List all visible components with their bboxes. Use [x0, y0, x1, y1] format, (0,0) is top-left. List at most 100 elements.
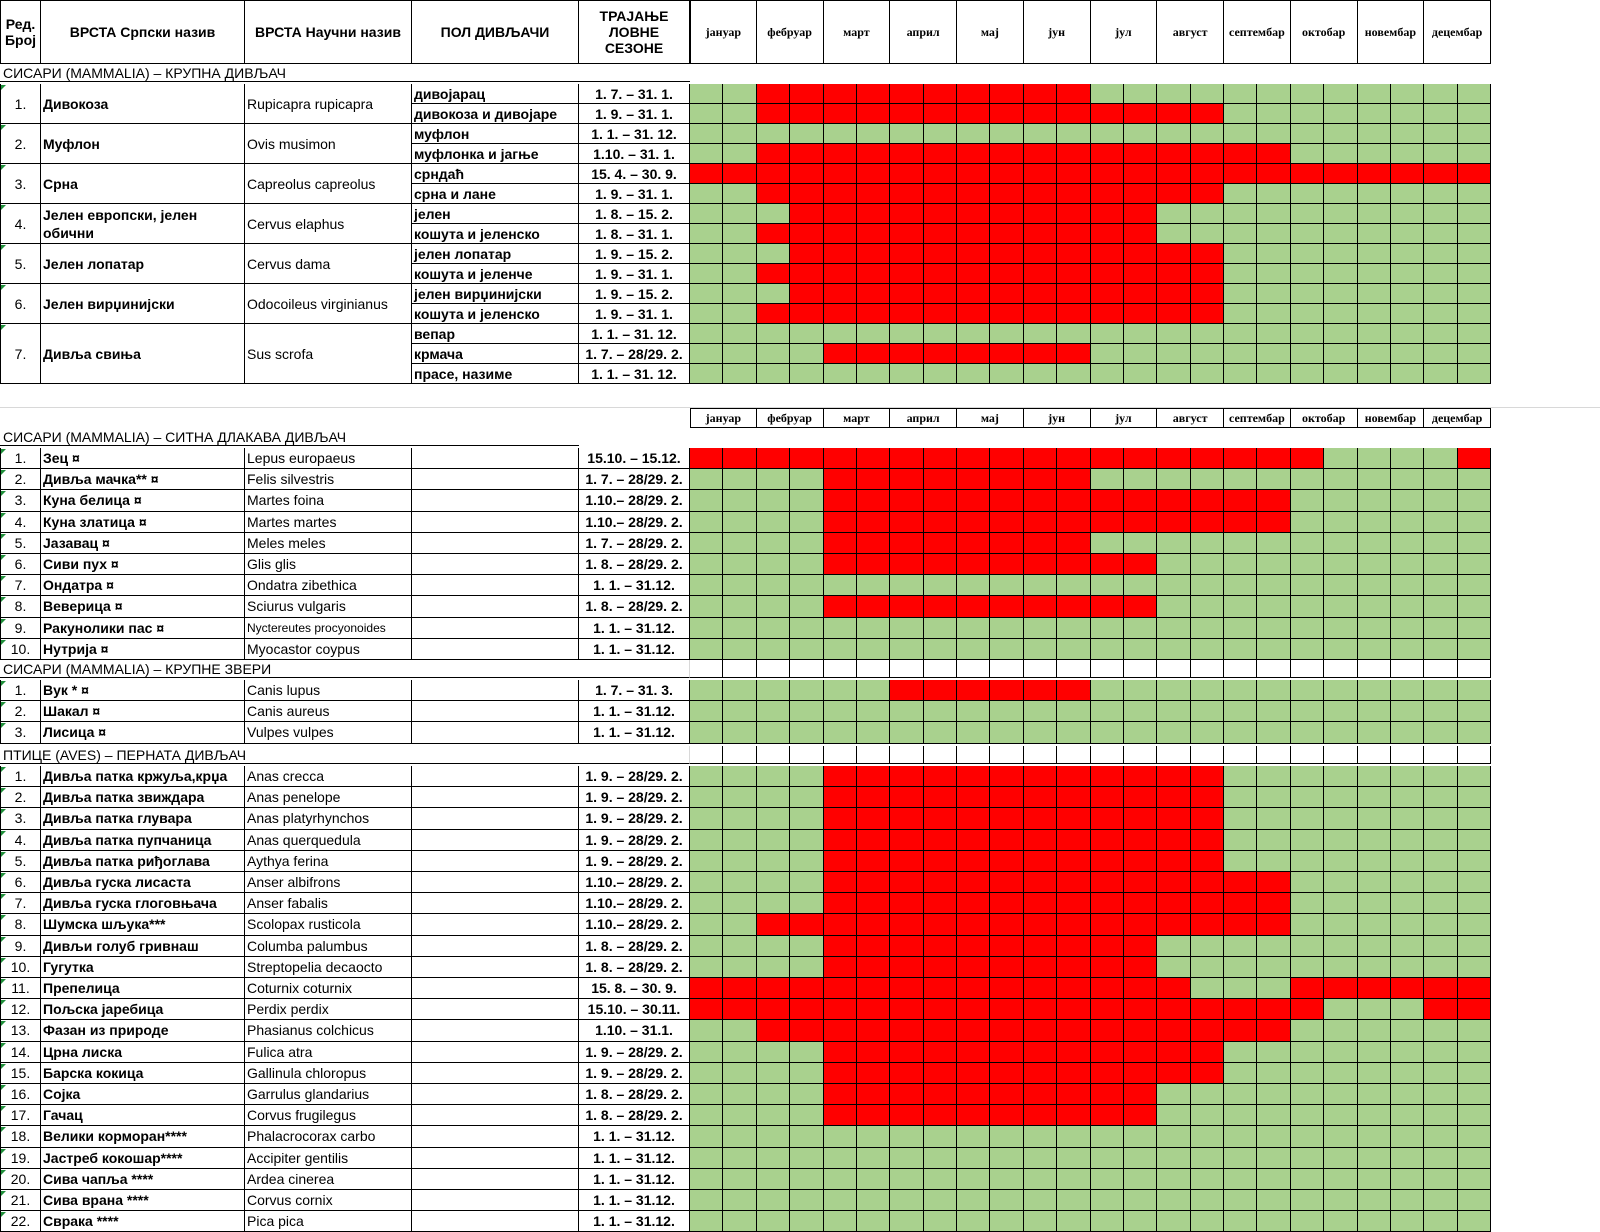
species-2-6-sex-1	[412, 554, 579, 576]
species-4-16-sci-text: Garrulus glandarius	[247, 1086, 370, 1103]
species-2-2-sci: Felis silvestris	[245, 469, 412, 491]
species-4-6-row-1-half-month-10	[990, 872, 1024, 894]
species-1-7-sex-3-text: прасе, назиме	[414, 365, 513, 382]
species-1-6-row-2-half-month-9	[957, 304, 991, 324]
species-4-10-row-1-half-month-24	[1457, 956, 1491, 978]
species-4-9-row-1-half-month-2	[723, 935, 757, 957]
species-4-2-row-1-half-month-20	[1324, 787, 1358, 809]
species-4-18-num: 18.	[0, 1126, 41, 1148]
month-header-6-text: јун	[1048, 411, 1066, 425]
species-4-3-sci: Anas platyrhynchos	[245, 808, 412, 830]
species-4-5-row-1-half-month-10	[990, 850, 1024, 872]
species-4-2-row-1-half-month-12	[1057, 787, 1091, 809]
species-3-3-row-1-half-month-2	[723, 722, 757, 744]
species-2-6-row-1-half-month-11	[1023, 554, 1058, 576]
species-1-6-row-1-half-month-9	[957, 284, 991, 304]
species-4-13-row-1-half-month-14	[1123, 1020, 1158, 1042]
species-2-5-row-1-half-month-14	[1123, 532, 1158, 554]
species-1-6-row-2-half-month-12	[1057, 304, 1091, 324]
species-4-4-row-1-half-month-13	[1090, 829, 1124, 851]
species-1-7-num-text: 7.	[14, 345, 27, 362]
species-4-6-row-1-half-month-5	[823, 872, 857, 894]
species-2-1-row-1-half-month-24	[1457, 448, 1491, 470]
species-4-14-row-1-half-month-18	[1257, 1041, 1291, 1063]
species-4-3-row-1-half-month-20	[1324, 808, 1358, 830]
species-4-17-row-1-half-month-2	[723, 1105, 757, 1127]
species-1-7-row-3-half-month-18	[1257, 364, 1291, 384]
species-2-9-row-1-half-month-2	[723, 617, 757, 639]
species-4-17-row-1-half-month-1	[690, 1105, 724, 1127]
species-4-4-row-1-half-month-2	[723, 829, 757, 851]
cell-comment-marker	[1, 1127, 6, 1133]
species-4-8-name-text: Шумска шљука***	[43, 916, 166, 933]
species-4-12-row-1-half-month-15	[1157, 999, 1191, 1021]
species-1-7-row-2-half-month-8	[923, 344, 957, 364]
section-3-gap-half-month-12	[1057, 660, 1091, 678]
species-2-7-row-1-half-month-19	[1290, 575, 1325, 597]
species-1-2-row-2-half-month-24	[1457, 144, 1491, 164]
species-1-2-row-2-half-month-20	[1324, 144, 1358, 164]
species-1-7-row-2-half-month-5	[823, 344, 857, 364]
species-4-22-row-1-half-month-8	[923, 1211, 957, 1232]
species-4-17-row-1-half-month-14	[1123, 1105, 1158, 1127]
species-4-10-row-1-half-month-15	[1157, 956, 1191, 978]
species-1-3-row-2-half-month-22	[1390, 184, 1425, 204]
species-4-17-row-1-half-month-18	[1257, 1105, 1291, 1127]
species-4-9-row-1-half-month-4	[790, 935, 824, 957]
species-3-3-name: Лисица ¤	[41, 722, 245, 744]
species-1-1-row-1-half-month-23	[1424, 84, 1458, 104]
species-4-3-season-1: 1. 9. – 28/29. 2.	[579, 808, 690, 830]
species-1-7-row-3-half-month-6	[856, 364, 891, 384]
species-1-1-row-1-half-month-18	[1257, 84, 1291, 104]
species-4-16-row-1-half-month-7	[890, 1084, 924, 1106]
species-1-4-row-1-half-month-8	[923, 204, 957, 224]
cell-comment-marker	[1, 512, 6, 518]
month-header-7-text: јул	[1115, 411, 1132, 425]
species-4-10-sex-1	[412, 956, 579, 978]
species-4-9-row-1-half-month-20	[1324, 935, 1358, 957]
species-4-22-row-1-half-month-23	[1424, 1211, 1458, 1232]
species-1-6-sci: Odocoileus virginianus	[245, 284, 412, 324]
species-4-20-row-1-half-month-11	[1023, 1168, 1058, 1190]
species-1-5-row-2-half-month-1	[690, 264, 724, 284]
species-3-3-row-1-half-month-17	[1224, 722, 1258, 744]
species-4-3-row-1-half-month-18	[1257, 808, 1291, 830]
species-4-19-row-1-half-month-11	[1023, 1147, 1058, 1169]
species-1-4-row-2-half-month-21	[1357, 224, 1391, 244]
species-4-16-row-1-half-month-8	[923, 1084, 957, 1106]
species-4-20-row-1-half-month-13	[1090, 1168, 1124, 1190]
species-1-5-season-2: 1. 9. – 31. 1.	[579, 264, 690, 284]
species-1-6-row-2-half-month-13	[1090, 304, 1124, 324]
species-3-1-row-1-half-month-24	[1457, 680, 1491, 702]
species-4-6-num-text: 6.	[14, 874, 27, 891]
species-4-15-name: Барска кокица	[41, 1062, 245, 1084]
species-4-7-season-1: 1.10.– 28/29. 2.	[579, 893, 690, 915]
species-2-10-row-1-half-month-2	[723, 638, 757, 660]
species-2-6-row-1-half-month-7	[890, 554, 924, 576]
header-num: Ред. Број	[0, 0, 41, 64]
species-4-17-row-1-half-month-12	[1057, 1105, 1091, 1127]
species-4-14-sex-1	[412, 1041, 579, 1063]
species-3-2-sci: Canis aureus	[245, 701, 412, 723]
species-1-4-season-1-text: 1. 8. – 15. 2.	[595, 205, 673, 222]
species-1-7-row-2-half-month-15	[1157, 344, 1191, 364]
section-4-gap-half-month-16	[1190, 746, 1224, 764]
species-3-2-row-1-half-month-10	[990, 701, 1024, 723]
species-4-14-row-1-half-month-15	[1157, 1041, 1191, 1063]
species-1-3-row-2-half-month-7	[890, 184, 924, 204]
species-4-17-row-1-half-month-19	[1290, 1105, 1325, 1127]
species-1-7-row-1-half-month-24	[1457, 324, 1491, 344]
species-2-5-row-1-half-month-4	[790, 532, 824, 554]
species-3-2-row-1-half-month-8	[923, 701, 957, 723]
species-1-4-season-2: 1. 8. – 31. 1.	[579, 224, 690, 244]
species-4-21-row-1-half-month-4	[790, 1190, 824, 1212]
species-1-2-row-1-half-month-6	[856, 124, 891, 144]
species-4-22-row-1-half-month-21	[1357, 1211, 1391, 1232]
species-4-10-num-text: 10.	[10, 958, 31, 975]
species-2-3-name-text: Куна белица ¤	[43, 492, 142, 509]
species-4-21-row-1-half-month-20	[1324, 1190, 1358, 1212]
species-4-7-row-1-half-month-4	[790, 893, 824, 915]
species-1-3-row-2-half-month-4	[790, 184, 824, 204]
species-2-6-num-text: 6.	[14, 556, 27, 573]
species-3-1-row-1-half-month-17	[1224, 680, 1258, 702]
